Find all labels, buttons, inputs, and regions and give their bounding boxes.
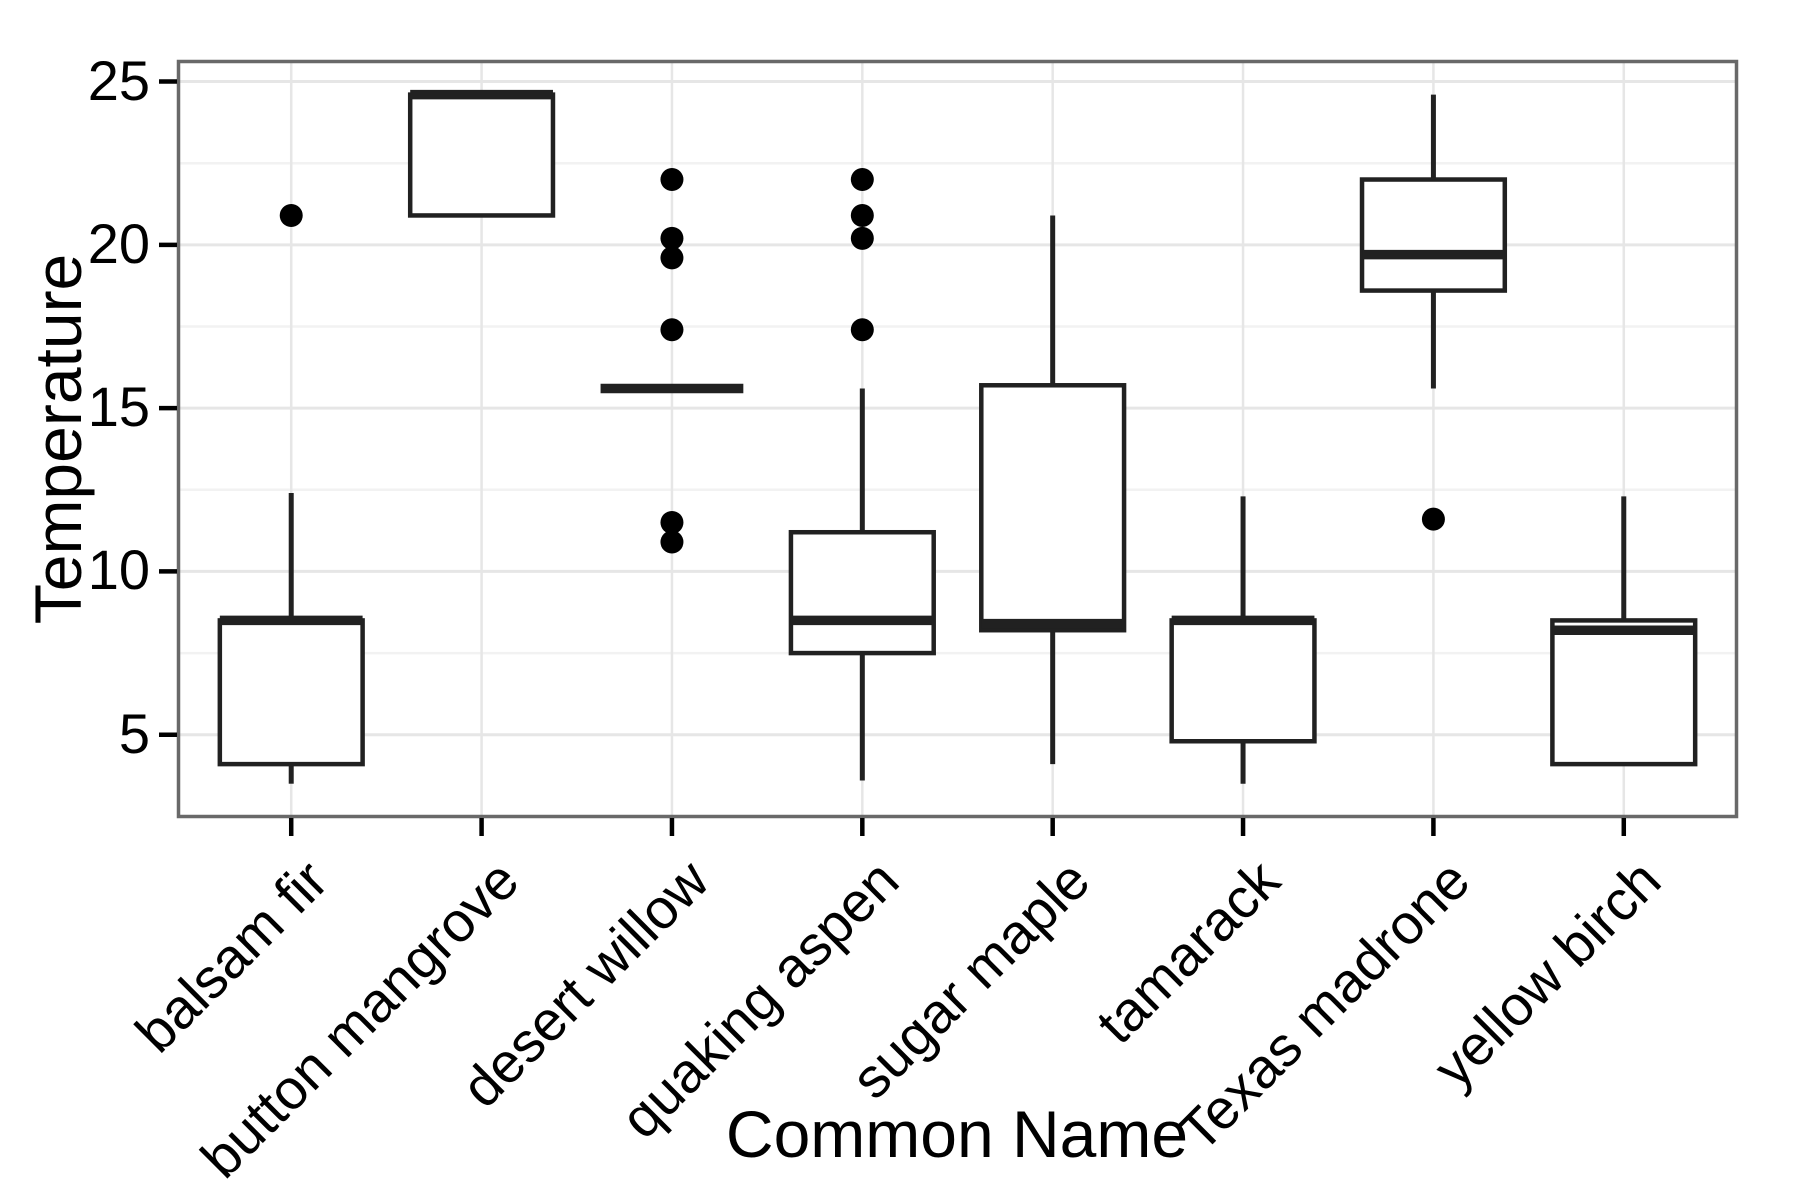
outlier-dot bbox=[660, 226, 684, 250]
outlier-dot bbox=[660, 246, 684, 270]
y-tick-label: 15 bbox=[87, 375, 150, 439]
y-tick-label: 20 bbox=[87, 211, 150, 275]
box-iqr bbox=[979, 383, 1127, 633]
outlier-dot bbox=[850, 203, 874, 227]
box-iqr bbox=[788, 529, 936, 656]
box-iqr bbox=[407, 92, 556, 218]
outlier-dot bbox=[279, 203, 303, 227]
box-iqr bbox=[1550, 618, 1698, 767]
y-tick-label: 10 bbox=[87, 538, 150, 602]
outlier-dot bbox=[850, 226, 874, 250]
box-iqr bbox=[1359, 177, 1508, 293]
x-axis-title: Common Name bbox=[725, 1097, 1189, 1171]
outlier-dot bbox=[1421, 507, 1445, 531]
x-tick-label: tamarack bbox=[1084, 847, 1292, 1056]
box-iqr bbox=[1169, 618, 1317, 744]
outlier-dot bbox=[660, 168, 684, 192]
outlier-dot bbox=[660, 530, 684, 554]
outlier-dot bbox=[660, 318, 684, 342]
y-tick-label: 5 bbox=[118, 701, 150, 765]
plot-panel bbox=[159, 59, 1739, 836]
outlier-dot bbox=[850, 318, 874, 342]
outlier-dot bbox=[850, 168, 874, 192]
y-tick-label: 25 bbox=[87, 48, 150, 112]
panel-border bbox=[176, 59, 1739, 819]
box-iqr bbox=[217, 618, 365, 767]
outlier-dot bbox=[660, 510, 684, 534]
